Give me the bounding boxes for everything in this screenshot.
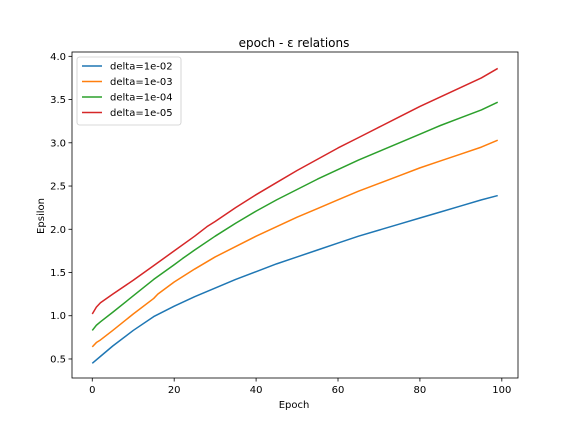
y-tick-label: 3.0: [50, 138, 66, 149]
y-tick-label: 2.5: [50, 182, 66, 193]
x-axis-label: Epoch: [279, 400, 310, 411]
y-tick-label: 4.0: [50, 52, 66, 63]
y-tick-label: 1.0: [50, 311, 66, 322]
series-line-3: [91, 101, 499, 331]
series-line-4: [91, 67, 499, 315]
y-tick-label: 1.5: [50, 268, 66, 279]
series-line-2: [91, 139, 499, 348]
legend-label-3: delta=1e-04: [110, 93, 173, 104]
legend: delta=1e-02 delta=1e-03 delta=1e-04 delta=1…: [76, 56, 182, 126]
y-axis-ticks: 0.5 1.0 1.5 2.0 2.5 3.0 3.5 4.0: [50, 52, 72, 365]
series-lines: [91, 67, 499, 364]
legend-label-1: delta=1e-02: [110, 62, 173, 73]
y-axis-label: Epsilon: [36, 198, 47, 234]
x-tick-label: 20: [168, 385, 181, 396]
x-tick-label: 100: [492, 385, 511, 396]
x-tick-label: 60: [332, 385, 345, 396]
plot-frame: [71, 51, 519, 379]
y-tick-label: 2.0: [50, 225, 66, 236]
chart-title: epoch - ε relations: [239, 36, 350, 50]
x-tick-label: 0: [89, 385, 95, 396]
legend-label-2: delta=1e-03: [110, 77, 173, 88]
x-axis-ticks: 0 20 40 60 80 100: [89, 378, 511, 396]
legend-label-4: delta=1e-05: [110, 108, 173, 119]
x-tick-label: 40: [250, 385, 263, 396]
series-line-1: [91, 194, 498, 364]
y-tick-label: 0.5: [50, 354, 66, 365]
y-tick-label: 3.5: [50, 95, 66, 106]
x-tick-label: 80: [414, 385, 427, 396]
legend-box: [76, 56, 182, 126]
